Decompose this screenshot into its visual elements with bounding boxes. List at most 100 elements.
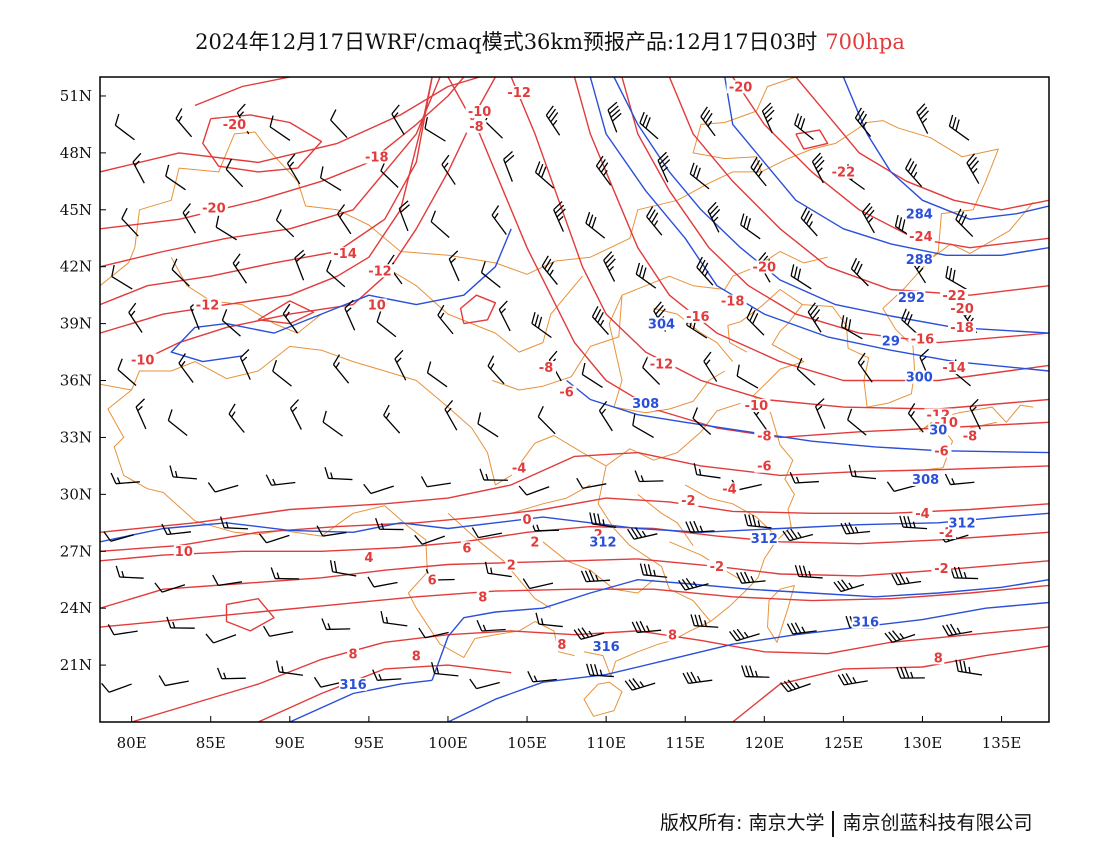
wind-barb <box>117 358 137 386</box>
temperature-label: -12 <box>650 357 674 372</box>
wind-barb <box>487 355 505 385</box>
coastline-stroke <box>100 383 409 537</box>
copyright-left: 版权所有: 南京大学 <box>660 812 825 834</box>
wind-barb <box>372 669 402 681</box>
y-tick-label: 48N <box>60 144 92 162</box>
temperature-contour <box>100 584 1049 628</box>
temperature-label-bg <box>706 560 727 574</box>
coastline-stroke <box>542 541 654 594</box>
wind-barb <box>789 472 819 484</box>
wind-barb <box>228 403 245 433</box>
temperature-label: 6 <box>428 574 437 589</box>
y-tick-label: 21N <box>60 656 92 674</box>
temperature-label: -4 <box>915 507 929 522</box>
wind-barb <box>132 152 145 184</box>
wind-barb <box>270 567 300 580</box>
wind-barb <box>729 628 760 642</box>
wind-barb <box>286 153 301 185</box>
height-label-bg <box>905 252 934 266</box>
temperature-contour <box>100 77 433 306</box>
height-label: 30 <box>929 424 947 439</box>
y-tick-label: 30N <box>60 485 92 503</box>
wind-barb <box>329 560 357 577</box>
title-main: 2024年12月17日WRF/cmaq模式36km预报产品:12月17日03时 <box>195 30 818 54</box>
height-label: 312 <box>589 536 616 551</box>
x-tick-label: 85E <box>196 734 226 752</box>
temperature-label: -24 <box>909 230 933 245</box>
wind-barb <box>692 407 712 435</box>
temperature-label-bg <box>750 260 779 274</box>
wind-barb <box>322 410 344 437</box>
height-label: 292 <box>898 291 925 306</box>
map-title: 2024年12月17日WRF/cmaq模式36km预报产品:12月17日03时 7… <box>0 26 1100 56</box>
wind-barb <box>480 261 501 288</box>
temperature-label-bg <box>718 294 747 308</box>
wind-barb <box>289 399 302 430</box>
height-label-bg <box>897 290 926 304</box>
temperature-label: 10 <box>175 545 193 560</box>
wind-barb <box>477 412 499 438</box>
height-label: 308 <box>632 397 659 412</box>
temperature-label: -10 <box>468 105 492 120</box>
wind-barb <box>527 671 557 683</box>
temperature-label: -6 <box>757 460 771 475</box>
wind-barb <box>175 108 193 138</box>
wind-barb <box>380 611 408 627</box>
wind-barb <box>790 264 812 290</box>
wind-barb <box>761 102 775 134</box>
y-tick-label: 33N <box>60 428 92 446</box>
temperature-label-bg <box>555 638 568 652</box>
wind-barb <box>383 404 401 434</box>
wind-barb <box>212 574 243 587</box>
temperature-label-bg <box>940 288 969 302</box>
wind-barb <box>848 464 877 480</box>
map-frame <box>99 76 1050 723</box>
wind-barb <box>531 312 552 338</box>
x-tick-label: 120E <box>745 734 785 752</box>
wind-barb <box>216 667 246 680</box>
wind-barb <box>316 525 347 537</box>
wind-barb <box>857 352 873 383</box>
temperature-label: 2 <box>530 536 539 551</box>
height-label-bg <box>592 639 621 653</box>
temperature-label: 2 <box>594 528 603 543</box>
wind-barb <box>319 166 342 191</box>
height-label: 308 <box>912 473 939 488</box>
wind-barb <box>258 533 290 544</box>
temperature-label-bg <box>829 165 858 179</box>
temperature-label-bg <box>347 647 360 661</box>
wind-barb <box>736 364 759 389</box>
wind-barb <box>479 468 508 481</box>
wind-barb <box>545 105 561 136</box>
coastline-stroke <box>407 526 575 658</box>
wind-barb <box>598 400 613 432</box>
temperature-label: -18 <box>365 150 389 165</box>
wind-barb <box>646 206 663 236</box>
wind-barb <box>905 158 923 187</box>
wind-barb <box>840 315 863 340</box>
temperature-label: -22 <box>942 289 966 304</box>
temperature-label-bg <box>460 541 473 555</box>
temperature-label-bg <box>128 353 157 367</box>
wind-barb <box>840 522 871 535</box>
temperature-contour <box>131 77 497 367</box>
x-tick-label: 105E <box>507 734 547 752</box>
wind-barb <box>484 561 512 578</box>
wind-barb <box>263 625 294 637</box>
wind-barb <box>219 516 249 530</box>
temperature-label-bg <box>521 512 534 526</box>
wind-barb <box>907 403 924 433</box>
coastline-stroke <box>511 484 591 514</box>
coastline-stroke <box>583 323 805 677</box>
wind-barb <box>576 477 607 489</box>
x-tick-label: 80E <box>117 734 147 752</box>
wind-barb <box>678 577 709 591</box>
wind-barb <box>182 203 196 234</box>
temperature-contour <box>257 664 512 722</box>
height-label-bg <box>928 423 949 437</box>
height-contour-layer <box>100 77 1049 722</box>
height-label-bg <box>905 370 934 384</box>
coastline-stroke <box>492 251 828 391</box>
wind-barb <box>782 528 814 542</box>
height-contour <box>431 579 1049 681</box>
